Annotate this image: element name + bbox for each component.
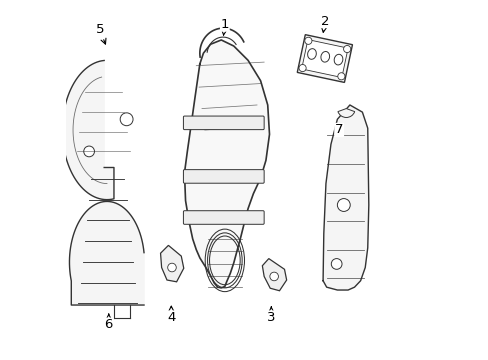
Polygon shape <box>323 105 368 290</box>
Polygon shape <box>301 40 347 77</box>
Text: 2: 2 <box>320 14 328 32</box>
FancyBboxPatch shape <box>183 211 264 224</box>
Circle shape <box>337 199 349 211</box>
Circle shape <box>298 64 305 72</box>
Ellipse shape <box>307 49 316 59</box>
FancyBboxPatch shape <box>183 116 264 130</box>
Wedge shape <box>337 109 354 117</box>
Text: 1: 1 <box>220 18 229 35</box>
Polygon shape <box>297 35 352 82</box>
Circle shape <box>269 272 278 281</box>
Text: 6: 6 <box>104 314 113 331</box>
Ellipse shape <box>320 51 329 62</box>
Polygon shape <box>62 60 114 200</box>
Circle shape <box>343 45 350 53</box>
Text: 7: 7 <box>334 123 343 136</box>
Text: 5: 5 <box>95 23 106 44</box>
Ellipse shape <box>333 54 342 65</box>
Polygon shape <box>184 40 269 288</box>
Circle shape <box>337 73 344 80</box>
Circle shape <box>167 263 176 272</box>
Text: 3: 3 <box>266 307 275 324</box>
Circle shape <box>120 113 133 126</box>
Text: 4: 4 <box>167 306 175 324</box>
Polygon shape <box>160 246 183 282</box>
FancyBboxPatch shape <box>183 170 264 183</box>
Polygon shape <box>262 258 286 291</box>
Polygon shape <box>69 202 144 305</box>
Circle shape <box>83 146 94 157</box>
Circle shape <box>304 37 311 44</box>
Circle shape <box>331 258 341 269</box>
